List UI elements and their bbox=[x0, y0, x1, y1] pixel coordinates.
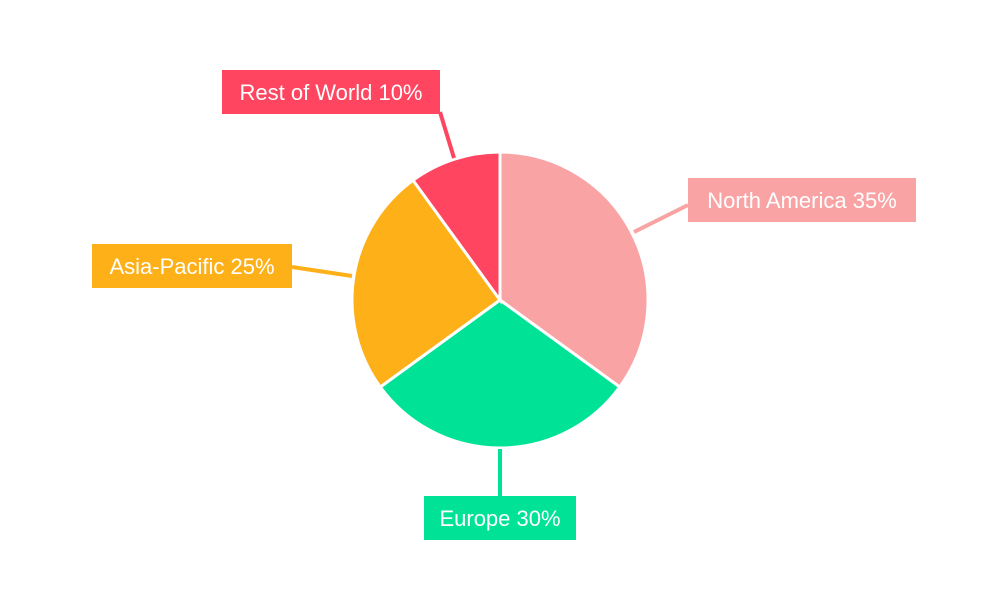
pie-slice-rest-of-world[interactable] bbox=[410, 150, 502, 305]
leader-line bbox=[438, 111, 456, 159]
pie-slice-europe[interactable] bbox=[378, 298, 622, 450]
data-label: Europe 30% bbox=[439, 506, 560, 531]
leader-line bbox=[291, 265, 353, 278]
data-label-box bbox=[92, 244, 292, 288]
data-label-box bbox=[688, 178, 916, 222]
data-label-box bbox=[424, 496, 576, 540]
data-label: North America 35% bbox=[707, 188, 897, 213]
data-label-box bbox=[222, 70, 440, 114]
data-label: Rest of World 10% bbox=[239, 80, 422, 105]
pie-slice-asia-pacific[interactable] bbox=[350, 178, 503, 390]
data-label: Asia-Pacific 25% bbox=[109, 254, 274, 279]
leader-line bbox=[633, 203, 689, 234]
pie-slice-north-america[interactable] bbox=[498, 150, 650, 390]
